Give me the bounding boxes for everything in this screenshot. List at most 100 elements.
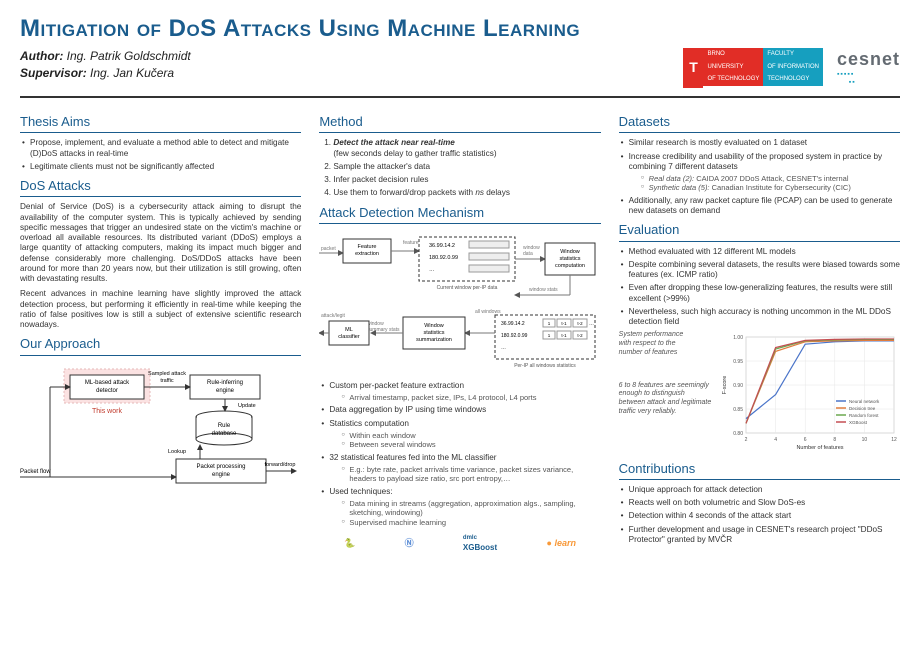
sklearn-icon: ● learn [547, 538, 576, 549]
step1-sub: (few seconds delay to gather traffic sta… [333, 149, 496, 158]
svg-text:engine: engine [216, 388, 235, 394]
svg-text:traffic: traffic [160, 378, 174, 384]
svg-text:attack/legit: attack/legit [321, 313, 346, 319]
svg-text:…: … [501, 345, 506, 351]
mech-sub: E.g.: byte rate, packet arrivals time va… [341, 465, 600, 484]
svg-text:Lookup: Lookup [168, 449, 186, 455]
svg-text:all windows: all windows [475, 309, 501, 315]
svg-text:computation: computation [555, 263, 585, 269]
svg-text:36.99.14.2: 36.99.14.2 [501, 321, 525, 327]
section-method: Method [319, 114, 600, 133]
svg-text:10: 10 [862, 437, 868, 443]
ds-sub: Real data (2): CAIDA 2007 DDoS Attack, C… [641, 174, 900, 183]
xg-small: dmlc [463, 535, 497, 543]
svg-text:Rule-inferring: Rule-inferring [207, 380, 243, 386]
svg-text:classifier: classifier [339, 334, 361, 340]
svg-text:database: database [212, 431, 237, 437]
vut-logo: T BRNO UNIVERSITY OF TECHNOLOGY FACULTY … [683, 48, 822, 88]
svg-text:8: 8 [834, 437, 837, 443]
contrib-item: Reacts well on both volumetric and Slow … [621, 498, 900, 508]
mech-item: Custom per-packet feature extraction Arr… [321, 381, 600, 403]
mech-sub: Data mining in streams (aggregation, app… [341, 499, 600, 518]
svg-text:t-2: t-2 [578, 333, 584, 338]
chart-block: System performancewith respect to thenum… [619, 331, 900, 454]
approach-diagram: ML-based attack detector Rule-inferring … [20, 361, 301, 499]
contrib-item: Unique approach for attack detection [621, 485, 900, 495]
chart-title: System performancewith respect to thenum… [619, 331, 713, 357]
svg-text:Neural network: Neural network [849, 399, 880, 404]
svg-text:Packet processing: Packet processing [196, 464, 245, 470]
col-mid: Method Detect the attack near real-time(… [319, 108, 600, 553]
section-aims: Thesis Aims [20, 114, 301, 133]
svg-text:Random forest: Random forest [849, 413, 879, 418]
aims-list: Propose, implement, and evaluate a metho… [20, 138, 301, 172]
header-row: Author: Ing. Patrik Goldschmidt Supervis… [20, 48, 900, 88]
svg-text:Window: Window [425, 323, 445, 329]
main-columns: Thesis Aims Propose, implement, and eval… [20, 108, 900, 553]
svg-text:Current window per-IP data: Current window per-IP data [437, 285, 498, 291]
mb4: Used techniques: [329, 487, 392, 496]
svg-text:extraction: extraction [355, 251, 379, 257]
svg-text:Sampled attack: Sampled attack [148, 371, 186, 377]
chart-note: 6 to 8 features are seemingly enough to … [619, 382, 713, 417]
svg-text:t-2: t-2 [578, 321, 584, 326]
svg-text:Window: Window [561, 249, 581, 255]
method-step: Use them to forward/drop packets with ns… [333, 188, 600, 198]
svg-text:window stats: window stats [529, 287, 558, 293]
section-approach: Our Approach [20, 336, 301, 355]
eval-list: Method evaluated with 12 different ML mo… [619, 247, 900, 328]
mb0: Custom per-packet feature extraction [329, 381, 464, 390]
datasets-list: Similar research is mostly evaluated on … [619, 138, 900, 216]
svg-text:This work: This work [92, 408, 122, 415]
svg-text:Update: Update [238, 403, 256, 409]
chart-caption-col: System performancewith respect to thenum… [619, 331, 713, 454]
ds-item: Similar research is mostly evaluated on … [621, 138, 900, 148]
svg-text:ML: ML [346, 327, 354, 333]
svg-text:data: data [523, 251, 533, 257]
vut-r3: TECHNOLOGY [767, 76, 809, 82]
method-steps: Detect the attack near real-time(few sec… [319, 138, 600, 198]
svg-text:6: 6 [804, 437, 807, 443]
dos-para-1: Denial of Service (DoS) is a cybersecuri… [20, 202, 301, 284]
mb2: Statistics computation [329, 419, 409, 428]
svg-text:180.92.0.99: 180.92.0.99 [501, 333, 528, 339]
mech-item: Statistics computation Within each windo… [321, 419, 600, 450]
step4-text: Use them to forward/drop packets with ns… [333, 188, 510, 197]
eval-item: Despite combining several datasets, the … [621, 260, 900, 281]
svg-text:statistics: statistics [424, 330, 445, 336]
svg-text:Packet flow: Packet flow [20, 469, 51, 475]
cesnet-dots: ▪▪▪▪▪ ▪▪ [837, 71, 900, 89]
svg-text:…: … [429, 267, 435, 273]
ds-sub: Synthetic data (5): Canadian Institute f… [641, 183, 900, 192]
vut-l3: OF TECHNOLOGY [707, 76, 759, 82]
svg-text:summary stats: summary stats [367, 327, 400, 333]
svg-text:1.00: 1.00 [734, 335, 744, 341]
contrib-item: Detection within 4 seconds of the attack… [621, 511, 900, 521]
svg-text:packet: packet [321, 246, 336, 252]
tech-logos: 🐍 Ⓝ dmlcXGBoost ● learn [319, 535, 600, 553]
svg-text:36.99.14.2: 36.99.14.2 [429, 243, 455, 249]
vut-r1: FACULTY [767, 51, 794, 57]
vut-l1: BRNO [707, 51, 724, 57]
mech-sub: Between several windows [341, 440, 600, 449]
aim-item: Legitimate clients must not be significa… [22, 162, 301, 172]
svg-text:Rule: Rule [218, 423, 231, 429]
author-name: Ing. Patrik Goldschmidt [67, 49, 191, 63]
svg-text:t-1: t-1 [562, 333, 568, 338]
svg-text:4: 4 [774, 437, 777, 443]
section-datasets: Datasets [619, 114, 900, 133]
svg-text:…: … [589, 321, 594, 327]
section-eval: Evaluation [619, 222, 900, 241]
chart-svg-wrap: 0.800.850.900.951.0024681012Neural netwo… [718, 331, 900, 454]
svg-text:2: 2 [745, 437, 748, 443]
col-right: Datasets Similar research is mostly eval… [619, 108, 900, 553]
mech-diagram: Feature extraction packet features 36.99… [319, 229, 600, 377]
svg-text:detector: detector [96, 388, 118, 394]
mech-sub: Supervised machine learning [341, 518, 600, 527]
svg-text:ML-based attack: ML-based attack [85, 380, 130, 386]
vut-r2: OF INFORMATION [767, 64, 819, 70]
aim-item: Propose, implement, and evaluate a metho… [22, 138, 301, 159]
method-step: Sample the attacker's data [333, 162, 600, 172]
section-dos: DoS Attacks [20, 178, 301, 197]
mech-item: Data aggregation by IP using time window… [321, 405, 600, 415]
